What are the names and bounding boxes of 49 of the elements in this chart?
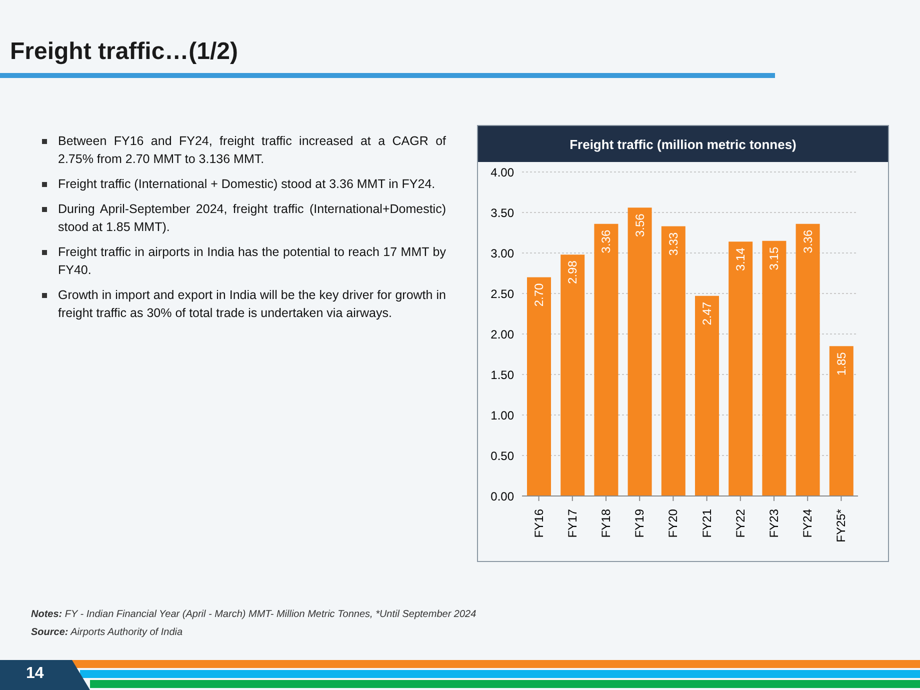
x-tick-label: FY20 xyxy=(666,508,680,538)
bar xyxy=(695,296,719,496)
text: Freight traffic in airports in India has the potential to reach 17 MMT by FY40. xyxy=(57,244,446,279)
y-tick-label: 1.00 xyxy=(490,408,514,422)
x-tick-label: FY16 xyxy=(532,508,546,538)
source-note: Source: Airports Authority of India xyxy=(31,626,184,640)
text: 14 xyxy=(26,665,44,683)
x-tick-label: FY18 xyxy=(599,508,613,538)
x-tick-label: FY21 xyxy=(700,508,714,538)
data-label: 3.36 xyxy=(800,230,815,254)
text: Freight traffic (International + Domestic) stood at 3.36 MMT in FY24. xyxy=(57,176,436,193)
y-tick-label: 0.00 xyxy=(490,489,514,504)
x-tick-label: FY23 xyxy=(767,508,781,538)
data-label: 3.15 xyxy=(767,246,782,270)
data-label: 3.14 xyxy=(734,247,748,272)
data-label: 3.33 xyxy=(666,232,680,256)
x-tick-label: FY24 xyxy=(800,508,815,538)
data-label: 3.56 xyxy=(632,213,647,237)
text: During April-September 2024, freight traffic (International+Domestic) stood at 1.85 MMT). xyxy=(57,201,446,236)
bar xyxy=(594,224,618,496)
data-label: 2.70 xyxy=(532,282,546,307)
x-tick-label: FY25* xyxy=(834,508,848,542)
y-tick-label: 4.00 xyxy=(490,165,514,180)
chart-subtitle: Freight traffic (million metric tonnes) xyxy=(478,126,888,162)
bar xyxy=(829,346,854,496)
y-tick-label: 0.50 xyxy=(490,448,514,463)
y-tick-label: 3.00 xyxy=(490,246,514,260)
bar xyxy=(661,226,686,496)
bar xyxy=(762,240,786,496)
data-label: 2.98 xyxy=(566,260,580,284)
data-label: 3.36 xyxy=(599,230,614,254)
text: Between FY16 and FY24, freight traffic increased at a CAGR of 2.75% from 2.70 MMT to 3.136 MMT. xyxy=(57,133,446,168)
bar xyxy=(628,208,652,496)
bar xyxy=(527,277,551,496)
bar xyxy=(796,224,820,496)
y-tick-label: 3.50 xyxy=(490,206,514,220)
data-label: 1.85 xyxy=(834,352,848,376)
x-tick-label: FY19 xyxy=(632,508,647,538)
bar xyxy=(728,242,753,496)
y-tick-label: 1.50 xyxy=(490,368,514,382)
y-tick-label: 2.00 xyxy=(490,327,514,342)
x-tick-label: FY22 xyxy=(733,508,748,538)
data-label: 2.47 xyxy=(700,302,714,326)
y-tick-label: 2.50 xyxy=(490,286,514,301)
text: Growth in import and export in India will be the key driver for growth in freight traffic as 30% of total trade is undertaken via airways. xyxy=(57,287,446,322)
text: Freight traffic…(1/2) xyxy=(10,38,238,66)
text: Notes: FY - Indian Financial Year (April - March) MMT- Million Metric Tonnes, *Until September 2024 xyxy=(31,608,476,622)
x-tick-label: FY17 xyxy=(565,508,580,538)
bar xyxy=(560,254,585,496)
